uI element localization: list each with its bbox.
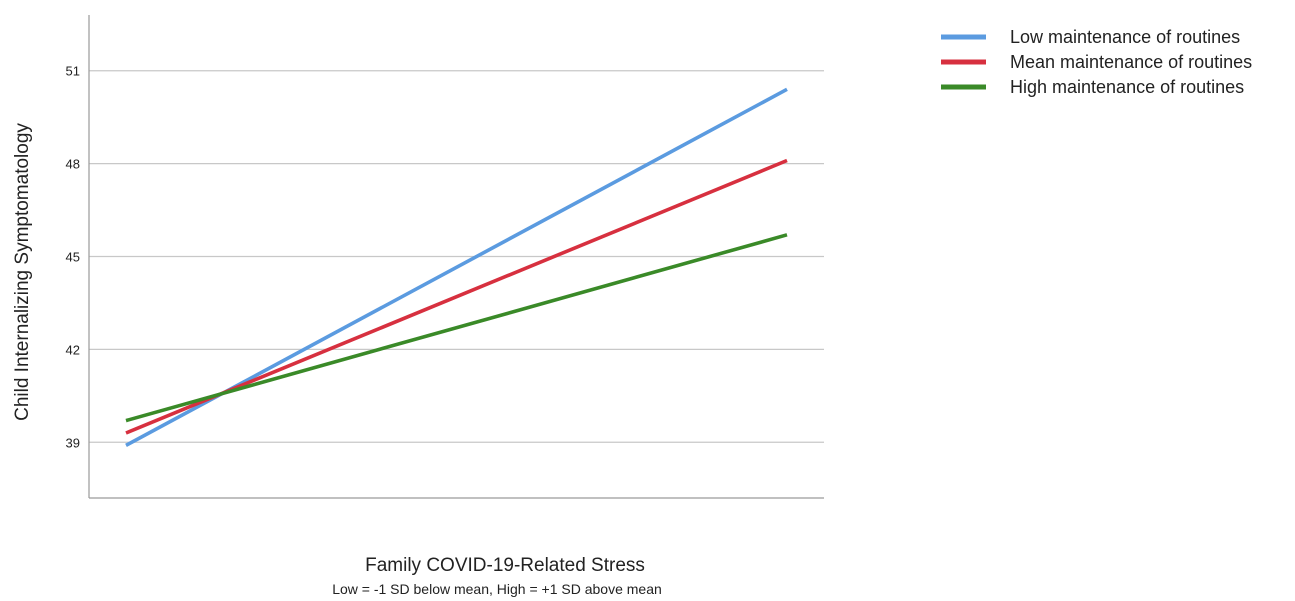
- legend: Low maintenance of routines Mean maintena…: [941, 27, 1252, 97]
- legend-label-1: Mean maintenance of routines: [1010, 52, 1252, 72]
- gridlines: [89, 70, 824, 443]
- y-tick-label-42: 42: [66, 342, 80, 357]
- legend-label-2: High maintenance of routines: [1010, 77, 1244, 97]
- y-tick-label-39: 39: [66, 435, 80, 450]
- series-line-2: [125, 233, 788, 423]
- x-axis-title: Family COVID-19-Related Stress: [365, 555, 645, 576]
- y-axis-title: Child Internalizing Symptomatology: [12, 123, 33, 421]
- y-tick-labels: 39 42 45 48 51: [66, 64, 80, 451]
- y-tick-label-48: 48: [66, 157, 80, 172]
- x-axis-subtitle: Low = -1 SD below mean, High = +1 SD abo…: [332, 581, 662, 597]
- legend-label-0: Low maintenance of routines: [1010, 27, 1240, 47]
- y-tick-label-45: 45: [66, 250, 80, 265]
- series-lines: [125, 87, 788, 447]
- y-tick-label-51: 51: [66, 64, 80, 79]
- series-line-1: [125, 158, 788, 435]
